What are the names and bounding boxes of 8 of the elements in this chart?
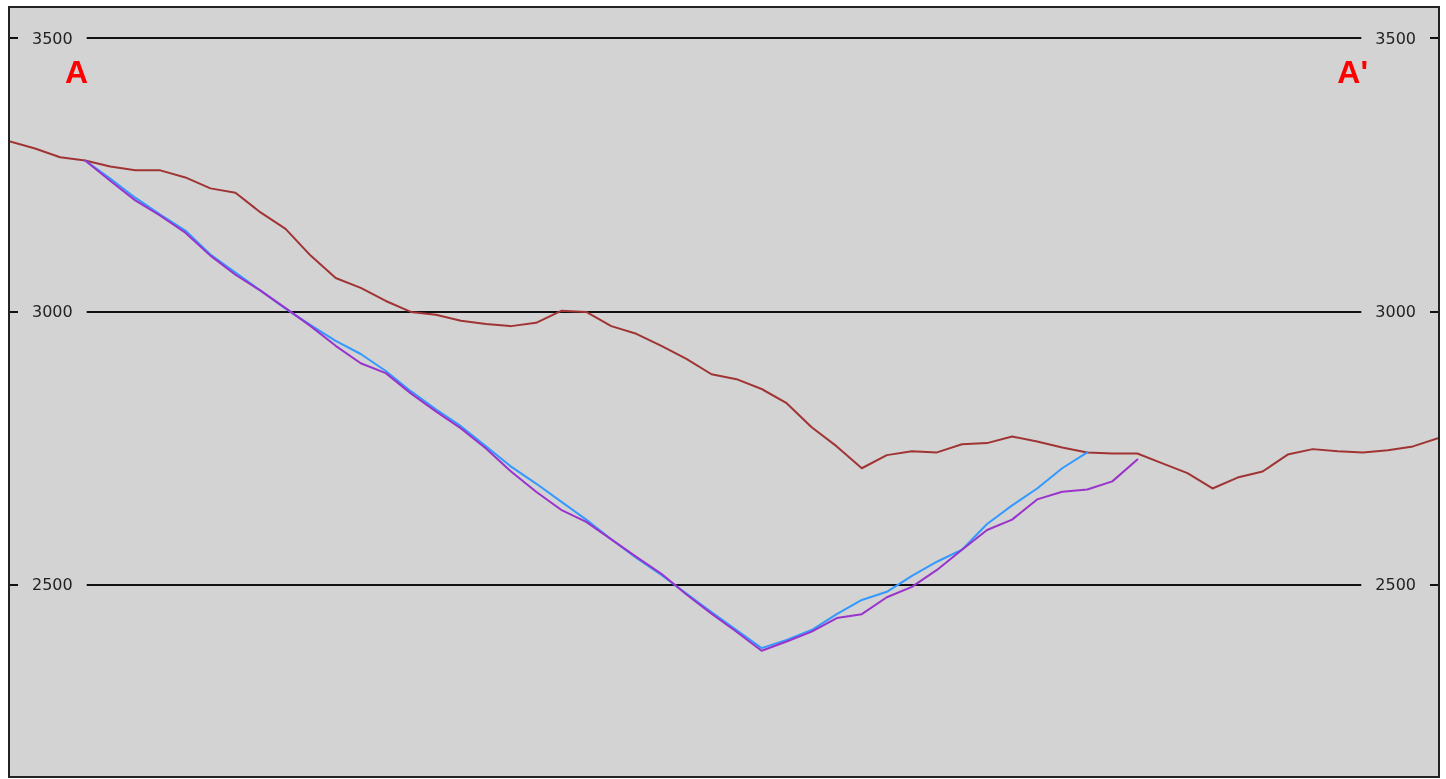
y-tick-label: 3500 xyxy=(32,28,73,48)
y-tick-label: 2500 xyxy=(32,575,73,595)
y2-tick-label: 2500 xyxy=(1375,575,1416,595)
y2-tick-label: 3000 xyxy=(1375,301,1416,321)
annotation: A' xyxy=(1337,54,1368,90)
annotation: A xyxy=(65,54,89,90)
y-tick-label: 3000 xyxy=(32,301,73,321)
y2-tick-label: 3500 xyxy=(1375,28,1416,48)
